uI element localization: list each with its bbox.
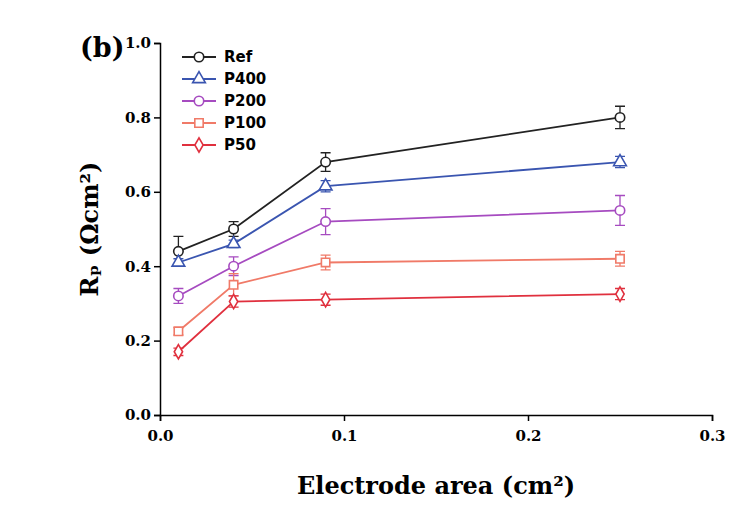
tick-label: 0.2 [515, 427, 541, 445]
marker [174, 345, 182, 359]
marker [321, 157, 330, 166]
legend-item: P400 [182, 70, 266, 88]
y-axis: 0.0 0.2 0.4 0.6 0.8 1.0 [125, 34, 161, 424]
error-bar [229, 274, 239, 296]
legend-label: Ref [224, 48, 253, 66]
tick-label: 1.0 [125, 34, 151, 52]
tick: 0.4 [125, 258, 160, 276]
tick-label: 0.6 [125, 183, 151, 201]
error-bar [615, 251, 625, 266]
legend-symbol [195, 138, 203, 152]
marker [174, 327, 182, 335]
tick: 0.6 [125, 183, 160, 201]
tick-mark [154, 266, 160, 268]
marker [321, 258, 329, 266]
tick: 0.2 [515, 415, 541, 445]
tick-mark [528, 415, 530, 421]
tick-label: 0.0 [125, 406, 151, 424]
legend-label: P200 [224, 92, 266, 110]
marker [616, 255, 624, 263]
y-axis-title: Rₚ (Ωcm²) [75, 162, 104, 297]
error-bar [321, 209, 331, 235]
marker [229, 281, 237, 289]
tick-mark [154, 192, 160, 194]
tick-mark [154, 415, 160, 417]
legend-item: Ref [182, 48, 253, 66]
legend-symbol [194, 96, 203, 105]
legend-symbol [195, 119, 203, 127]
marker [172, 255, 185, 266]
legend-item: P100 [182, 114, 266, 132]
tick-label: 0.3 [699, 427, 725, 445]
legend-symbol [193, 72, 206, 83]
axis-line [161, 416, 713, 422]
series [172, 155, 626, 267]
legend-label: P400 [224, 70, 266, 88]
error-bar [615, 106, 625, 128]
marker [615, 113, 624, 122]
series [173, 106, 625, 266]
tick: 0.8 [125, 109, 160, 127]
tick: 0.0 [147, 415, 173, 445]
x-axis-title: Electrode area (cm²) [297, 471, 575, 500]
tick-label: 0.0 [147, 427, 173, 445]
data-area [172, 106, 626, 359]
panel-label: (b) [80, 32, 124, 63]
error-bar [229, 257, 239, 276]
x-axis: 0.0 0.1 0.2 0.3 [147, 415, 725, 445]
tick-mark [344, 415, 346, 421]
legend-item: P50 [182, 136, 256, 154]
series-line [178, 117, 620, 251]
series [173, 196, 625, 304]
error-bar [173, 289, 183, 304]
marker [615, 206, 624, 215]
marker [174, 291, 183, 300]
axis-line [154, 44, 161, 416]
chart: 0.0 0.1 0.2 0.3 0.0 0.2 0.4 0.6 0.8 1.0 Ref P400 P20… [0, 0, 738, 519]
series [173, 287, 625, 359]
marker [321, 217, 330, 226]
legend-item: P200 [182, 92, 266, 110]
error-bar [615, 196, 625, 226]
marker [229, 261, 238, 270]
tick-mark [712, 415, 714, 421]
tick-label: 0.4 [125, 258, 151, 276]
marker [321, 292, 329, 306]
marker [229, 224, 238, 233]
legend: Ref P400 P200 P100 P50 [182, 48, 266, 154]
marker [229, 294, 237, 308]
legend-label: P50 [224, 136, 256, 154]
marker [616, 287, 624, 301]
tick-label: 0.2 [125, 332, 151, 350]
marker [614, 155, 627, 166]
legend-symbol [194, 52, 203, 61]
series-line [178, 294, 620, 352]
plot: 0.0 0.1 0.2 0.3 0.0 0.2 0.4 0.6 0.8 1.0 Ref P400 P20… [125, 34, 726, 444]
tick: 0.3 [699, 415, 725, 445]
tick-mark [154, 43, 160, 45]
tick: 1.0 [125, 34, 160, 52]
tick-label: 0.8 [125, 109, 151, 127]
tick: 0.0 [125, 406, 160, 424]
series [173, 251, 625, 335]
tick: 0.1 [331, 415, 357, 445]
series-line [178, 210, 620, 296]
marker [319, 179, 332, 190]
error-bar [321, 153, 331, 172]
error-bar [321, 255, 331, 270]
error-bar [173, 328, 183, 335]
error-bar [229, 222, 239, 237]
legend-label: P100 [224, 114, 266, 132]
tick-mark [154, 117, 160, 119]
tick-label: 0.1 [331, 427, 357, 445]
tick: 0.2 [125, 332, 160, 350]
marker [227, 237, 240, 248]
tick-mark [154, 340, 160, 342]
